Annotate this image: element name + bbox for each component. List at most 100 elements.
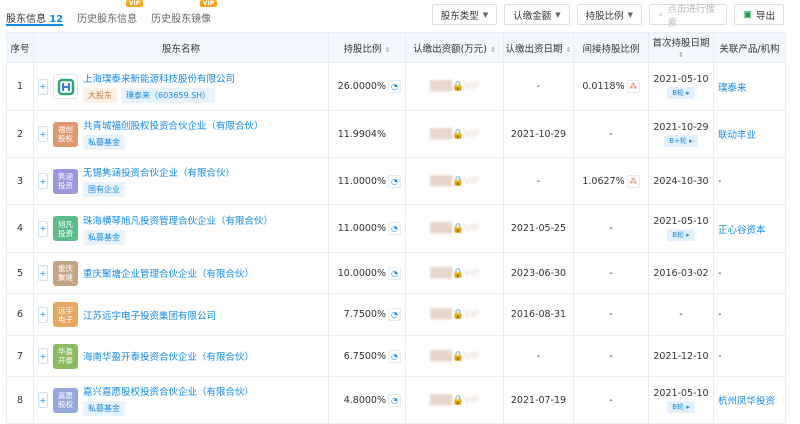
related-org: -	[718, 309, 722, 320]
shareholder-name-link[interactable]: 重庆聚塘企业管理合伙企业（有限合伙）	[83, 269, 255, 280]
shareholder-name-link[interactable]: 珠海横琴旭凡投资管理合伙企业（有限合伙）	[83, 215, 274, 227]
shareholder-name-link[interactable]: 无锡隽涵投资合伙企业（有限合伙）	[83, 168, 236, 179]
first-hold-date: 2021-05-10	[653, 74, 709, 85]
table-row: 8 + 嘉愿股权 嘉兴嘉愿股权投资合伙企业（有限合伙） 私募基金 4.8000% ◔ █…	[6, 376, 786, 424]
pie-chart-icon[interactable]: ◔	[388, 308, 401, 321]
subscribe-date: 2016-08-31	[503, 293, 574, 336]
tab-history-mirror[interactable]: 历史股东镜像 VIP	[151, 0, 218, 28]
company-logo: 远宇电子	[53, 302, 78, 327]
tag: 私募基金	[83, 401, 125, 416]
lock-icon[interactable]: 🔒	[452, 223, 464, 234]
row-number: 4	[6, 204, 34, 253]
indirect-ratio: -	[609, 267, 613, 279]
lock-icon[interactable]: 🔒	[452, 81, 464, 92]
column-header[interactable]: 持股比例 ⇕	[328, 32, 406, 63]
sort-icon[interactable]: ⇕	[384, 45, 391, 54]
related-org[interactable]: 正心谷资本	[718, 224, 766, 236]
holding-ratio: 6.7500%	[343, 350, 386, 362]
column-header[interactable]: 认缴出资额(万元) ⇕	[405, 32, 504, 63]
row-number: 6	[6, 293, 34, 336]
company-logo: 嘉愿股权	[53, 387, 78, 413]
sort-icon[interactable]: ⇕	[565, 45, 572, 54]
tab-bar: 股东信息 12 历史股东信息 VIP 历史股东镜像 VIP	[6, 0, 218, 28]
table-row: 5 + 重庆聚塘 重庆聚塘企业管理合伙企业（有限合伙） 10.0000% ◔ ███🔒…	[6, 252, 786, 294]
tag: 璞泰来（603659.SH）	[121, 87, 216, 103]
pie-chart-icon[interactable]: ◔	[388, 393, 401, 407]
expand-icon[interactable]: +	[38, 126, 48, 142]
vip-badge: VIP	[125, 0, 144, 7]
column-header: 关联产品/机构	[713, 32, 786, 63]
round-badge[interactable]: B轮 ▸	[667, 87, 695, 99]
related-org[interactable]: 联动丰业	[718, 130, 757, 141]
expand-icon[interactable]: +	[38, 220, 48, 237]
related-org: -	[718, 350, 722, 362]
lock-icon[interactable]: 🔒	[452, 128, 464, 140]
shareholder-name-link[interactable]: 嘉兴嘉愿股权投资合伙企业（有限合伙）	[83, 387, 255, 398]
filter-subscribed-amount[interactable]: 认缴金额 ▼	[504, 4, 570, 25]
shareholder-name-link[interactable]: 海南华盈开泰投资合伙企业（有限合伙）	[83, 352, 255, 363]
shareholder-name-link[interactable]: 共青城福创股权投资合伙企业（有限合伙）	[83, 121, 264, 132]
company-logo: 华盈开泰	[53, 343, 78, 369]
expand-icon[interactable]: +	[38, 173, 48, 189]
excel-icon: ▣	[743, 9, 752, 20]
filter-shareholder-type[interactable]: 股东类型 ▼	[431, 4, 498, 25]
indirect-ratio: 1.0627%	[582, 175, 625, 187]
shareholder-name-link[interactable]: 江苏远宇电子投资集团有限公司	[83, 310, 217, 322]
tag: 国有企业	[83, 182, 125, 197]
indirect-ratio: -	[609, 350, 613, 362]
row-number: 1	[6, 62, 34, 111]
tag: 私募基金	[83, 229, 125, 245]
row-number: 5	[6, 252, 34, 294]
subscribe-date: 2021-07-19	[503, 376, 574, 424]
expand-icon[interactable]: +	[38, 78, 48, 95]
search-icon: ⌕	[658, 9, 664, 20]
sort-icon[interactable]: ⇕	[678, 51, 684, 59]
lock-icon[interactable]: 🔒	[452, 394, 464, 406]
expand-icon[interactable]: +	[38, 265, 48, 281]
lock-icon[interactable]: 🔒	[452, 175, 464, 187]
shareholder-table: 序号 股东名称 持股比例 ⇕ 认缴出资额(万元) ⇕ 认缴出资日期 ⇕ 间接持股比例 首次持…	[6, 32, 786, 424]
round-badge[interactable]: B+轮 ▸	[664, 134, 698, 147]
column-header[interactable]: 首次持股日期 ⇕	[648, 32, 714, 63]
holding-ratio: 11.0000%	[337, 223, 386, 234]
tab-history-shareholders[interactable]: 历史股东信息 VIP	[77, 0, 144, 28]
related-org[interactable]: 杭州凤华投资	[718, 396, 776, 407]
pie-chart-icon[interactable]: ◔	[388, 222, 401, 235]
tag: 私募基金	[83, 135, 125, 150]
round-badge[interactable]: B轮 ▸	[667, 229, 695, 241]
first-hold-date: -	[679, 309, 683, 320]
expand-icon[interactable]: +	[38, 348, 48, 364]
search-input[interactable]: ⌕ 点击进行搜索	[649, 4, 727, 29]
related-org[interactable]: 璞泰来	[718, 82, 747, 94]
shareholder-name-link[interactable]: 上海璞泰来新能源科技股份有限公司	[83, 73, 236, 85]
network-icon[interactable]: ⁂	[626, 174, 640, 188]
network-icon[interactable]: ⁂	[626, 80, 640, 93]
indirect-ratio: -	[609, 394, 613, 406]
table-row: 1 + 上海璞泰来新能源科技股份有限公司 大股东 璞泰来（603659.SH） 26.…	[6, 62, 786, 111]
lock-icon[interactable]: 🔒	[452, 350, 464, 362]
company-logo	[53, 74, 78, 99]
tab-shareholders[interactable]: 股东信息 12	[6, 6, 64, 26]
pie-chart-icon[interactable]: ◔	[388, 266, 401, 280]
round-badge[interactable]: B轮 ▸	[667, 400, 695, 413]
related-org: -	[718, 175, 722, 187]
holding-ratio: 11.0000%	[337, 175, 386, 187]
row-number: 7	[6, 335, 34, 377]
row-number: 2	[6, 110, 34, 158]
lock-icon[interactable]: 🔒	[452, 267, 464, 279]
count-badge: 12	[49, 14, 64, 25]
export-button[interactable]: ▣ 导出	[734, 4, 784, 25]
pie-chart-icon[interactable]: ◔	[388, 349, 401, 363]
column-header[interactable]: 认缴出资日期 ⇕	[503, 32, 574, 63]
company-logo: 隽涵投资	[53, 168, 78, 194]
expand-icon[interactable]: +	[38, 306, 48, 323]
column-header: 序号	[6, 32, 34, 63]
toolbar: 股东类型 ▼ 认缴金额 ▼ 持股比例 ▼ ⌕ 点击进行搜索 ▣ 导出	[431, 4, 784, 29]
pie-chart-icon[interactable]: ◔	[388, 174, 401, 188]
filter-holding-ratio[interactable]: 持股比例 ▼	[576, 4, 642, 25]
lock-icon[interactable]: 🔒	[452, 309, 464, 320]
expand-icon[interactable]: +	[38, 392, 48, 408]
pie-chart-icon[interactable]: ◔	[388, 80, 401, 93]
table-row: 3 + 隽涵投资 无锡隽涵投资合伙企业（有限合伙） 国有企业 11.0000% ◔ ██…	[6, 157, 786, 205]
sort-icon[interactable]: ⇕	[490, 45, 496, 54]
